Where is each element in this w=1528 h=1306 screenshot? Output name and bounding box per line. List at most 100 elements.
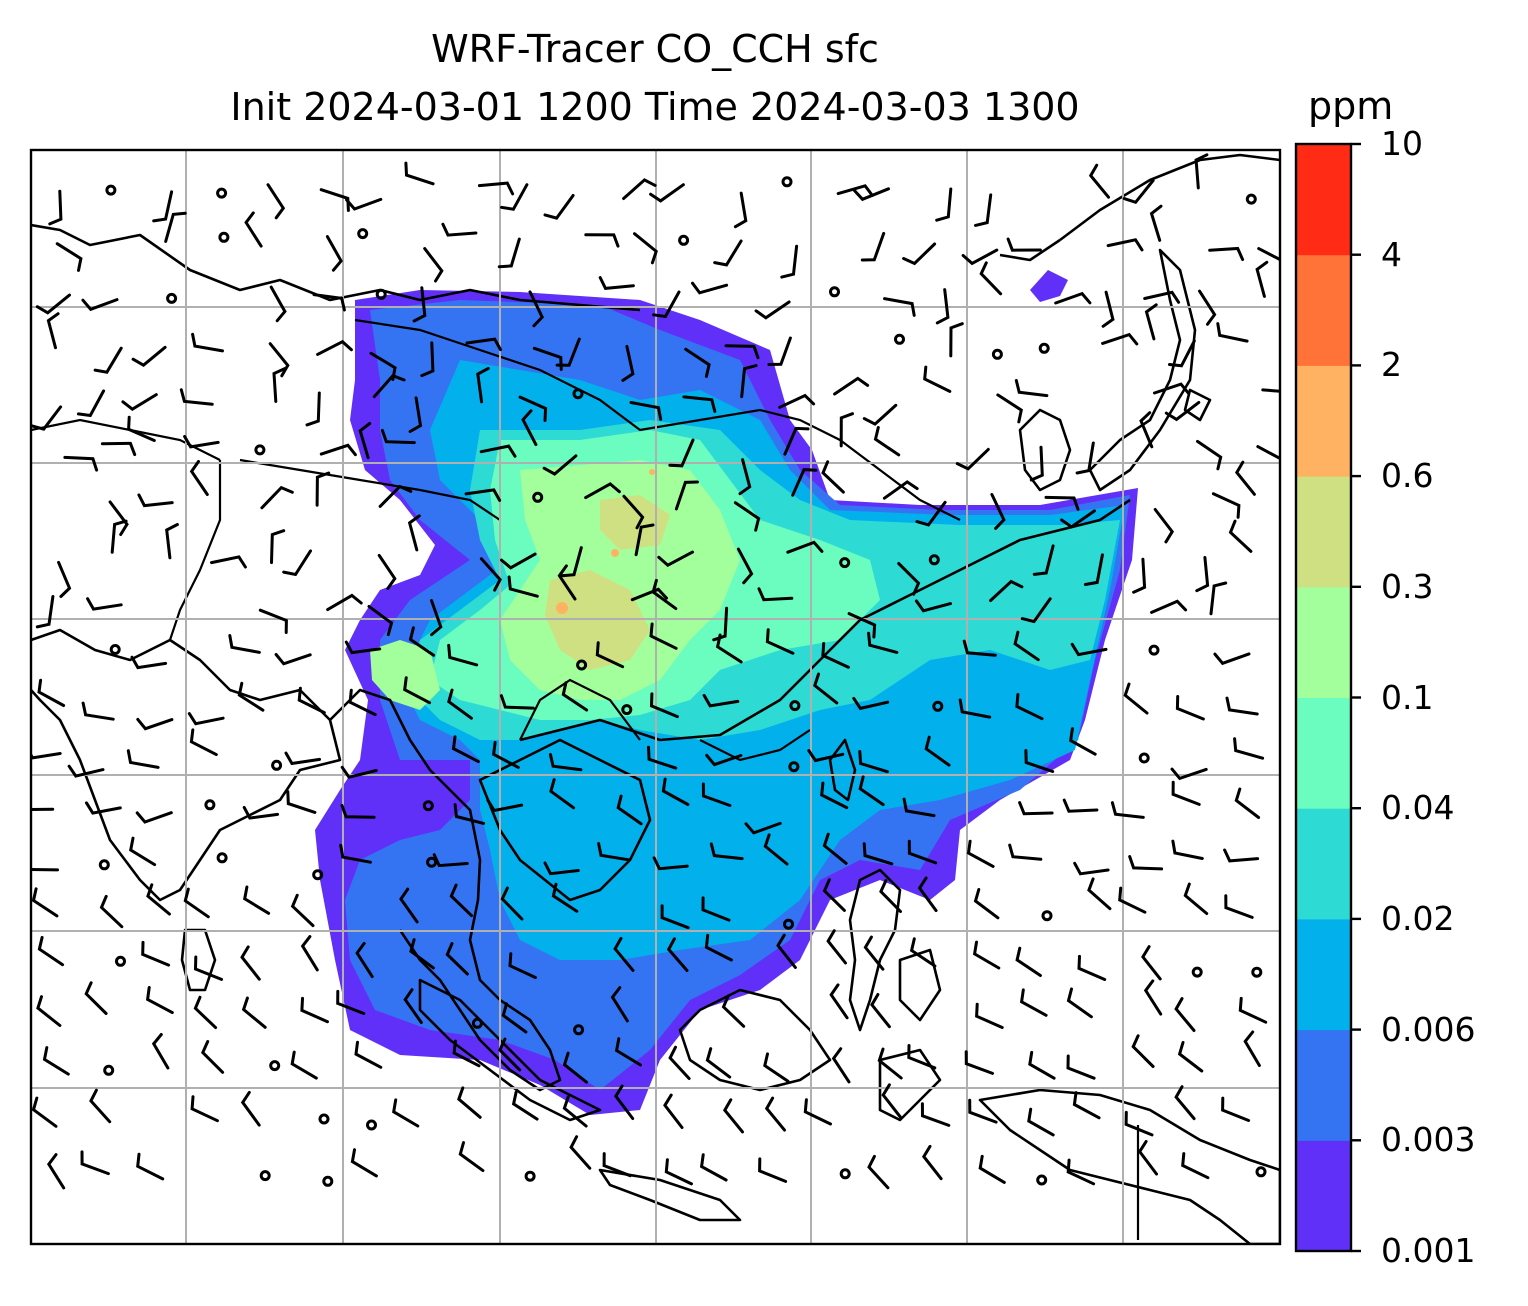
colorbar-tick-label: 4	[1381, 234, 1402, 274]
wind-barb	[137, 493, 174, 508]
wind-barb	[551, 882, 579, 913]
wind-barb	[780, 244, 799, 279]
wind-barb	[1209, 581, 1228, 616]
wind-barb	[715, 633, 743, 664]
colorbar-tick-label: 0.003	[1381, 1120, 1476, 1160]
wind-barb	[300, 935, 319, 972]
wind-barb	[407, 514, 421, 552]
wind-barb	[561, 681, 589, 712]
wind-barb	[141, 940, 171, 967]
wind-barb	[447, 643, 479, 667]
wind-barb	[629, 401, 663, 421]
wind-barb	[151, 1033, 170, 1070]
wind-barb	[1196, 439, 1223, 471]
calm-wind-marker	[1138, 752, 1150, 764]
wind-barb	[649, 692, 679, 719]
wind-barb	[1243, 1030, 1261, 1067]
wind-barb	[701, 896, 731, 922]
wind-barb	[498, 1037, 522, 1072]
colorbar	[1294, 142, 1361, 1253]
wind-barb	[975, 1002, 1004, 1029]
wind-barb	[668, 1045, 691, 1080]
wind-barb	[701, 782, 732, 807]
wind-barb	[511, 1090, 539, 1121]
wind-barb	[1060, 509, 1096, 529]
wind-barb	[907, 839, 938, 865]
wind-barb	[1225, 696, 1259, 716]
wind-barb	[978, 1154, 1006, 1184]
wind-barb	[1069, 727, 1097, 756]
wind-barb	[326, 593, 363, 612]
wind-barb	[1177, 1041, 1204, 1073]
wind-barb	[1223, 848, 1260, 863]
calm-wind-marker	[1255, 1166, 1267, 1178]
wind-barb	[193, 995, 218, 1030]
wind-barb	[614, 1037, 642, 1067]
wind-barb	[274, 653, 312, 666]
wind-barb	[1153, 508, 1175, 544]
calm-wind-marker	[781, 176, 793, 188]
wind-barb	[1013, 630, 1040, 662]
wind-barb	[647, 745, 678, 770]
wind-barb	[290, 893, 315, 928]
wind-barb	[355, 941, 374, 979]
wind-barb	[1174, 997, 1196, 1032]
wind-barb	[660, 904, 690, 930]
wind-barb	[909, 937, 937, 968]
wind-barb	[403, 676, 431, 705]
wind-barb	[763, 1052, 790, 1083]
calm-wind-marker	[839, 557, 851, 569]
wind-barb	[499, 694, 535, 710]
wind-barb	[862, 403, 898, 426]
wind-barb	[479, 444, 517, 458]
wind-barb	[457, 1086, 482, 1119]
wind-barb	[1234, 460, 1256, 496]
calm-wind-marker	[1038, 342, 1050, 354]
wind-barb	[924, 735, 951, 767]
calm-wind-marker	[98, 859, 110, 871]
wind-barb	[1006, 237, 1042, 252]
wind-barb	[968, 1098, 998, 1124]
wind-barb	[179, 388, 214, 406]
wind-barb	[1198, 289, 1217, 326]
wind-barb	[268, 342, 290, 378]
wind-barb	[240, 1090, 261, 1127]
wind-barb	[979, 261, 1003, 296]
wind-barb	[767, 336, 792, 366]
wind-barb	[569, 1135, 592, 1170]
wind-barb	[242, 805, 280, 820]
wind-barb	[935, 288, 950, 325]
wind-barb	[367, 604, 394, 637]
wind-barb	[634, 523, 655, 557]
wind-barb	[839, 412, 854, 448]
wind-barb	[430, 599, 443, 637]
calm-wind-marker	[471, 1017, 483, 1029]
calm-wind-marker	[166, 292, 178, 304]
colorbar-segment	[1296, 1029, 1351, 1141]
wind-barb	[852, 696, 890, 711]
calm-wind-marker	[312, 869, 324, 881]
calm-wind-marker	[894, 333, 905, 345]
wind-barb	[613, 936, 635, 972]
wind-barb	[915, 500, 947, 527]
wind-barb	[358, 422, 372, 460]
wind-barb	[820, 781, 849, 810]
wind-barb	[35, 293, 71, 315]
wind-barb	[666, 937, 689, 972]
colorbar-segment	[1296, 1140, 1351, 1252]
calm-wind-marker	[109, 644, 121, 655]
colorbar-tick-label: 10	[1381, 124, 1423, 163]
wind-barb	[145, 986, 174, 1015]
wind-barb	[562, 1095, 588, 1128]
wind-barb	[602, 1152, 632, 1178]
wind-barb	[404, 161, 435, 186]
wind-barb	[649, 622, 678, 650]
wind-barb	[31, 1096, 58, 1128]
wind-barb	[1083, 553, 1104, 586]
wind-barb	[1066, 1054, 1096, 1080]
wind-barb	[1070, 642, 1108, 657]
wind-barb	[84, 981, 108, 1015]
wind-barb	[803, 1098, 832, 1126]
wind-barb	[870, 993, 891, 1029]
wind-barb	[858, 750, 889, 774]
